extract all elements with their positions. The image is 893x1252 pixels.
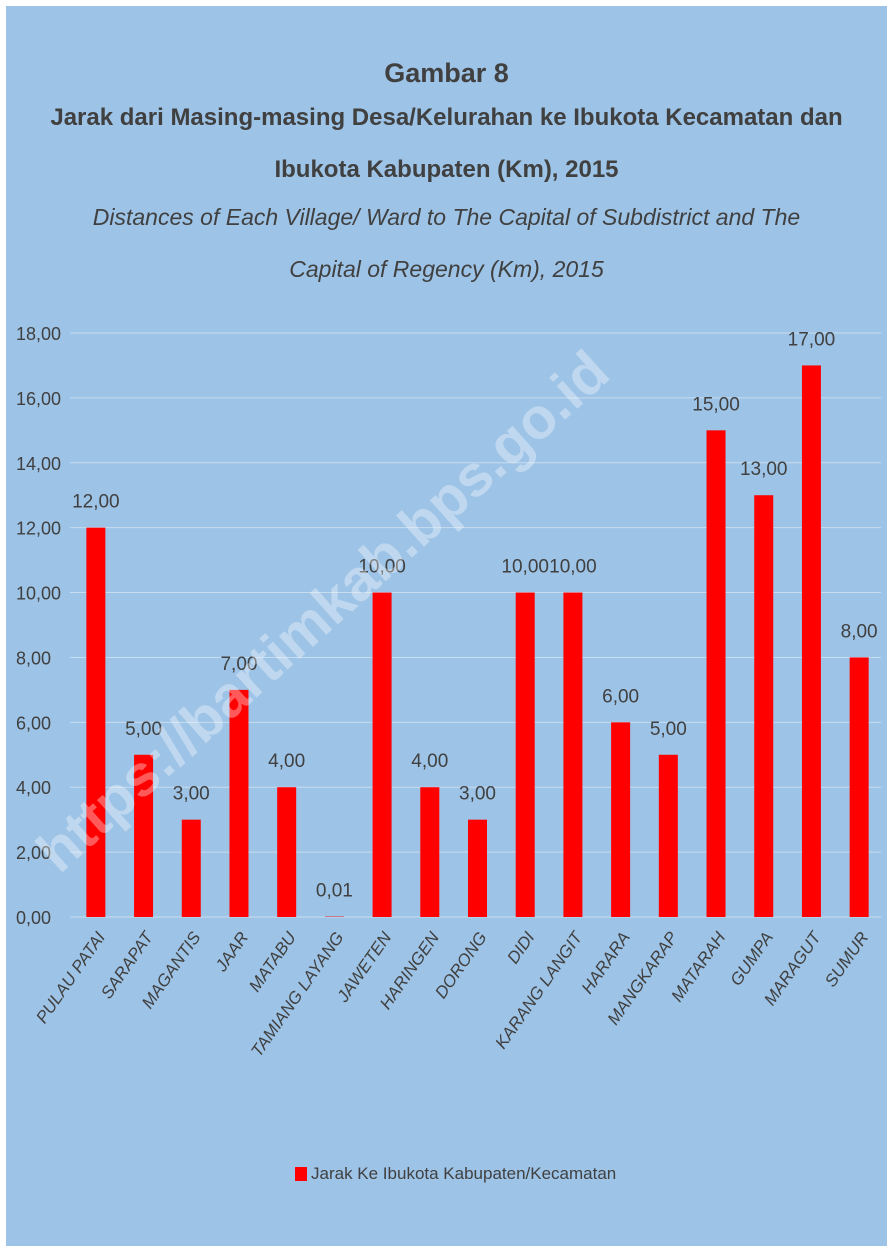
data-label: 10,00	[358, 557, 406, 578]
y-tick-label: 4,00	[16, 778, 51, 798]
y-tick-label: 2,00	[16, 843, 51, 863]
data-label: 0,01	[316, 881, 353, 902]
legend-label: Jarak Ke Ibukota Kabupaten/Kecamatan	[311, 1164, 617, 1183]
bar	[372, 592, 392, 917]
figure-label: Gambar 8	[384, 58, 509, 88]
bar	[801, 365, 821, 917]
data-label: 3,00	[173, 784, 210, 805]
bar	[706, 430, 726, 917]
chart-title-id-line2: Ibukota Kabupaten (Km), 2015	[274, 156, 619, 183]
y-tick-label: 12,00	[16, 519, 61, 539]
data-label: 10,00	[549, 557, 597, 578]
category-label: DIDI	[503, 928, 538, 967]
data-label: 5,00	[125, 719, 162, 740]
data-label: 10,00	[501, 557, 549, 578]
bar	[515, 592, 535, 917]
data-label: 5,00	[650, 719, 687, 740]
data-label: 15,00	[692, 394, 740, 415]
y-tick-label: 6,00	[16, 713, 51, 733]
y-tick-label: 14,00	[16, 454, 61, 474]
bar	[420, 787, 440, 917]
chart-title-en-line1: Distances of Each Village/ Ward to The C…	[92, 204, 801, 230]
bar-chart: 0,00 2,00 4,00 6,00 8,00 10,00 12,00 14,00 16,00…	[16, 324, 881, 1060]
data-label: 8,00	[841, 621, 878, 642]
y-tick-label: 10,00	[16, 584, 61, 604]
bar	[86, 527, 106, 917]
bar	[754, 495, 774, 917]
category-label: GUMPA	[726, 928, 777, 989]
legend-swatch	[295, 1167, 307, 1181]
data-label: 3,00	[459, 784, 496, 805]
bar	[277, 787, 297, 917]
y-tick-label: 0,00	[16, 908, 51, 928]
data-label: 4,00	[411, 751, 448, 772]
data-label: 13,00	[740, 459, 788, 480]
bar	[611, 722, 631, 917]
category-label: KARANG LANGIT	[492, 927, 588, 1052]
bar	[181, 819, 201, 917]
legend: Jarak Ke Ibukota Kabupaten/Kecamatan	[295, 1164, 616, 1184]
chart-title-id-line1: Jarak dari Masing-masing Desa/Kelurahan …	[50, 104, 843, 131]
y-tick-label: 16,00	[16, 389, 61, 409]
bar	[658, 754, 678, 917]
data-label: 12,00	[72, 492, 120, 513]
data-label: 7,00	[220, 654, 257, 675]
chart-title-en-line2: Capital of Regency (Km), 2015	[289, 256, 604, 282]
category-label: SUMUR	[821, 928, 872, 990]
y-tick-label: 18,00	[16, 324, 61, 344]
data-label: 17,00	[788, 329, 836, 350]
bar	[134, 754, 154, 917]
data-label: 6,00	[602, 686, 639, 707]
category-label: JAAR	[211, 928, 252, 975]
bar	[229, 689, 249, 917]
bar	[849, 657, 869, 917]
chart-frame: Gambar 8 Jarak dari Masing-masing Desa/K…	[6, 6, 887, 1246]
bar	[563, 592, 583, 917]
bar	[468, 819, 487, 917]
category-label: PULAU PATAI	[32, 928, 109, 1027]
data-label: 4,00	[268, 751, 305, 772]
y-tick-label: 8,00	[16, 648, 51, 668]
